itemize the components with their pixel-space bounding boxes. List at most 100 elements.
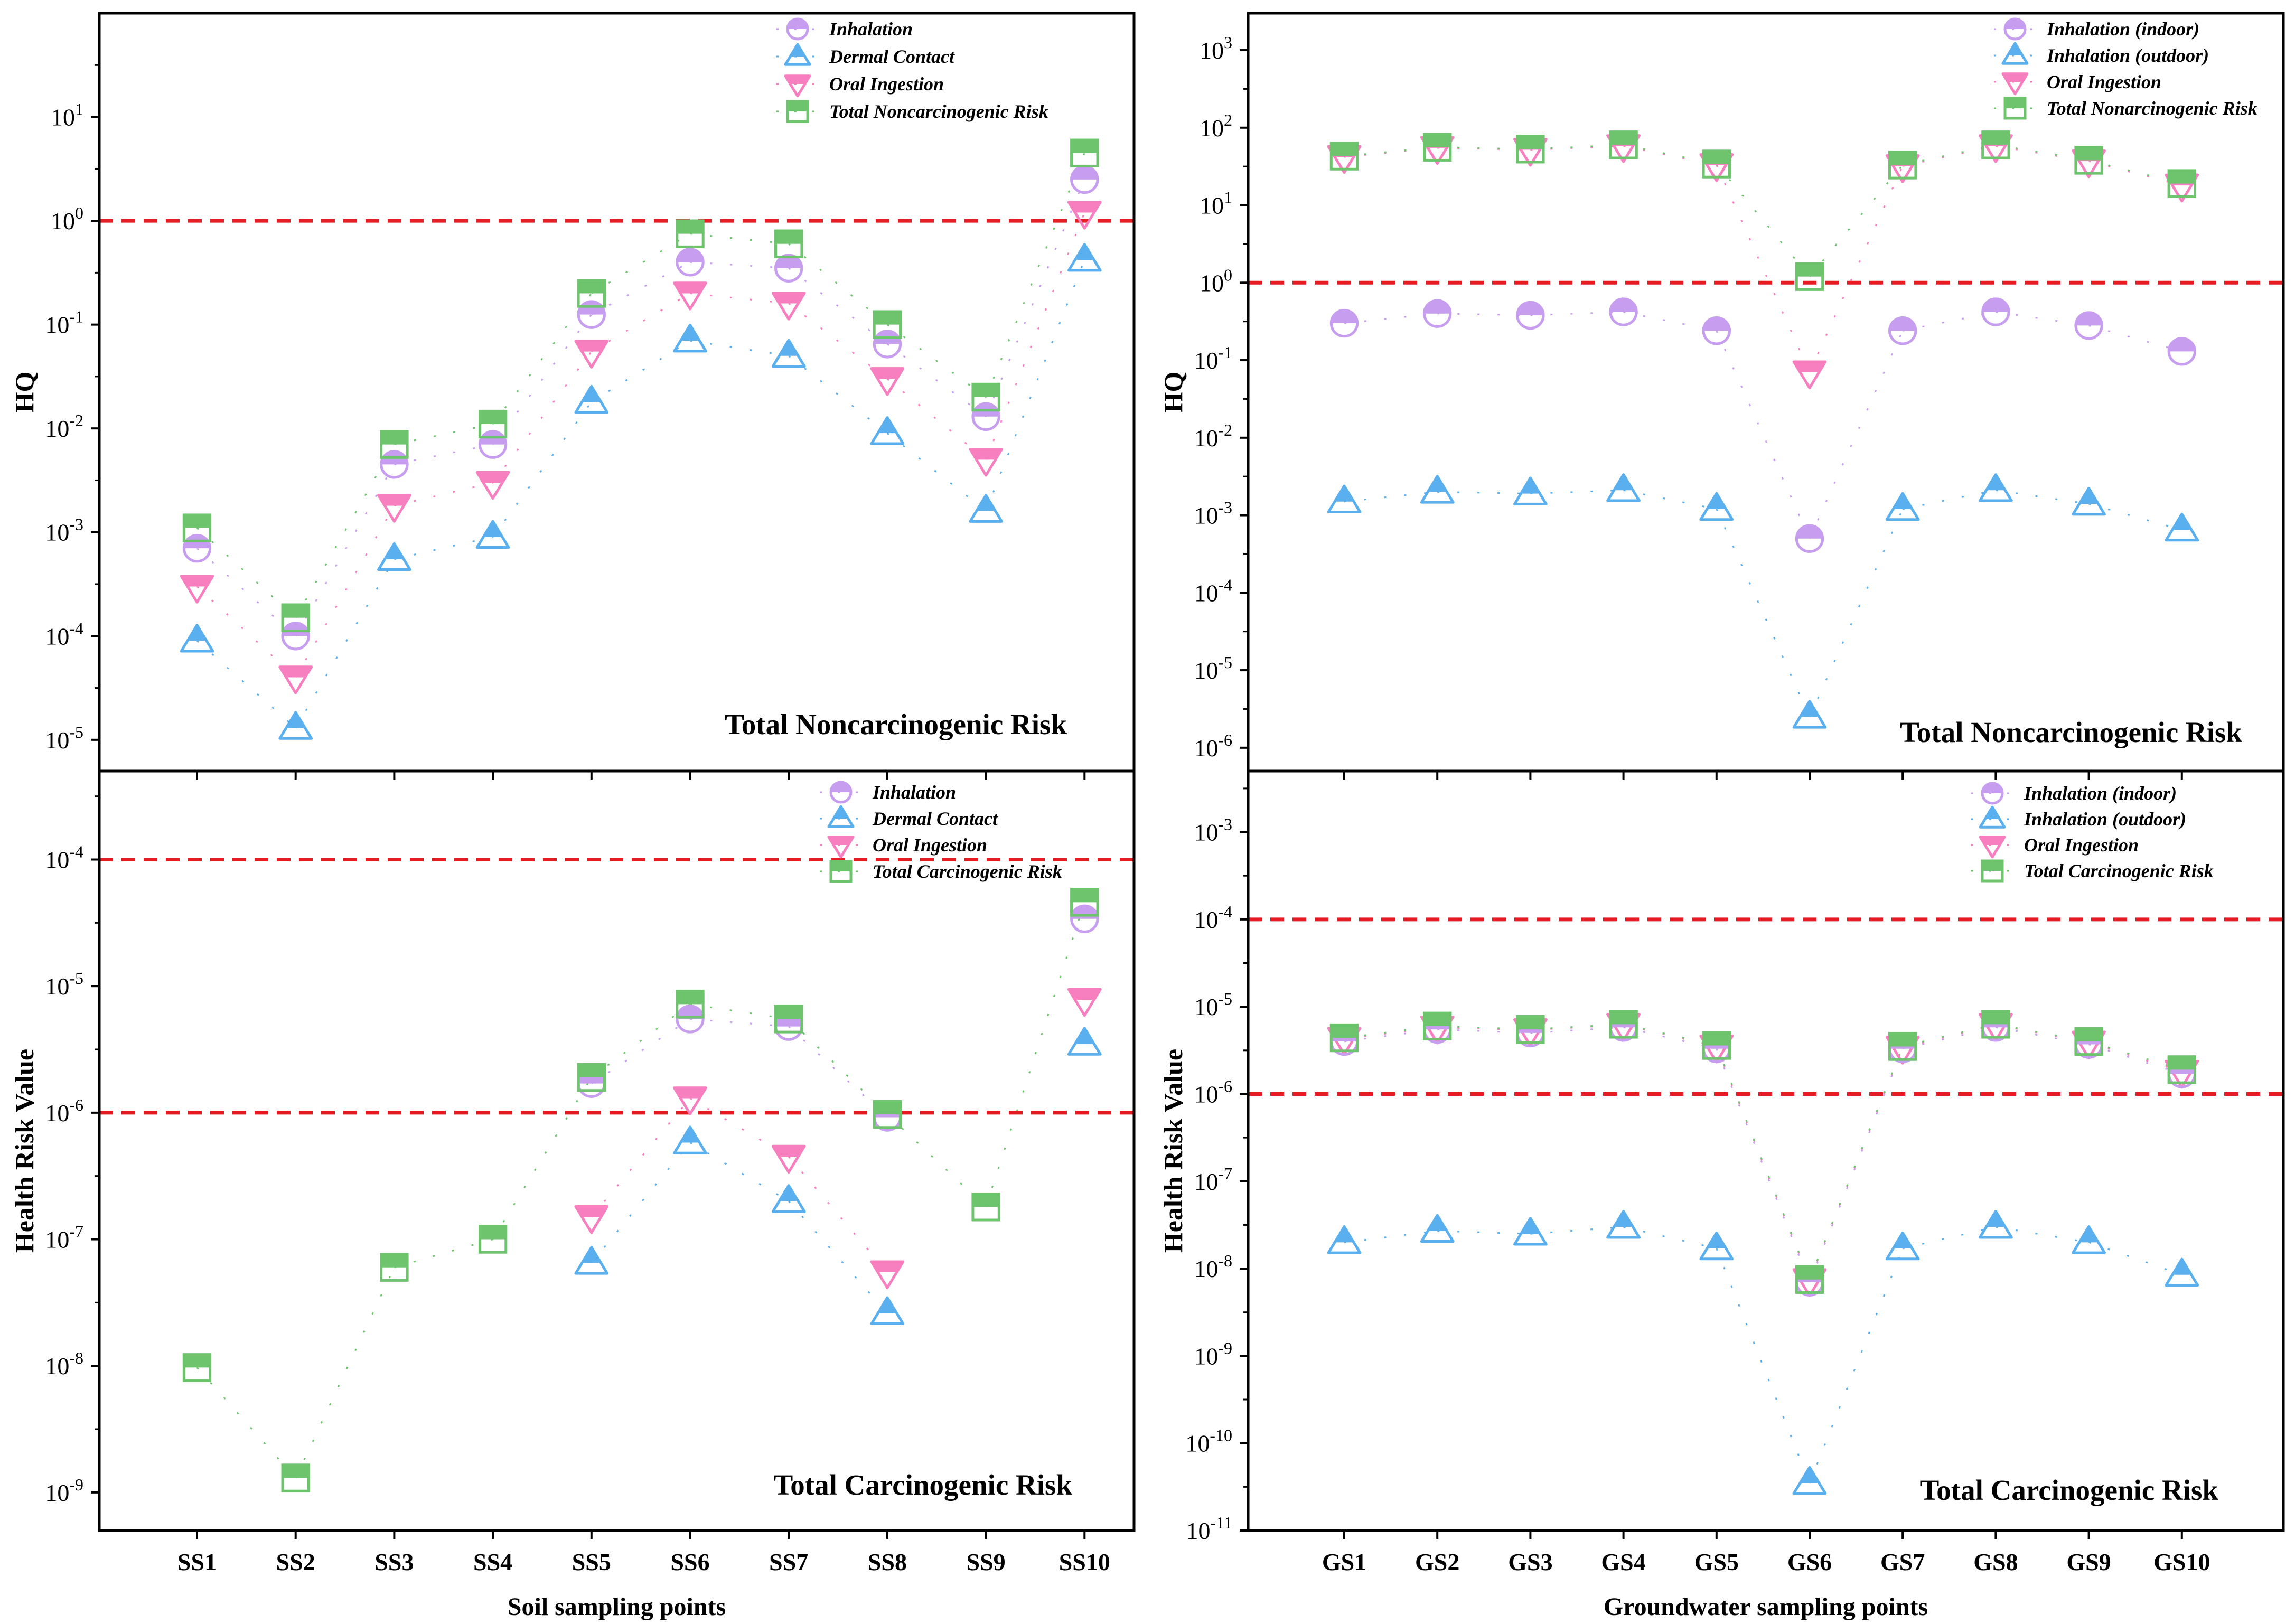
data-point-gs6 [1795, 524, 1824, 553]
data-point-ss1 [182, 533, 212, 563]
connector-line [1716, 1045, 1811, 1280]
y-tick-label: 101 [51, 100, 83, 131]
data-point-gs7 [1885, 492, 1920, 521]
data-point-ss7 [771, 339, 806, 368]
connector-line [985, 212, 1085, 460]
x-tick-label: SS2 [276, 1548, 315, 1575]
y-tick-label: 10-3 [1194, 498, 1232, 529]
data-point-gs4 [1609, 130, 1638, 159]
soil-carcinogenic-panel: 10-9 10-8 10-7 10-6 10-5 10-4 SS1 SS2 SS3 SS4 SS5 S… [10, 769, 1136, 1621]
x-tick-label: GS1 [1322, 1548, 1366, 1575]
legend: Inhalation Dermal Contact Oral Ingestion To… [776, 17, 1048, 123]
data-point-gs6 [1795, 262, 1824, 291]
y-tick-label: 10-3 [1194, 815, 1232, 846]
connector-line [1809, 1046, 1904, 1280]
y-tick-label: 10-10 [1185, 1426, 1232, 1457]
connector-line [2088, 1044, 2182, 1075]
connector-line [295, 1267, 395, 1479]
connector-line [196, 527, 296, 618]
data-point-gs7 [1888, 316, 1917, 345]
y-axis-title: HQ [10, 372, 39, 413]
connector-line [1716, 1048, 1811, 1283]
data-point-ss1 [180, 624, 214, 653]
y-axis-title: Health Risk Value [10, 1049, 39, 1253]
data-point-ss10 [1070, 138, 1099, 167]
legend-marker [1979, 805, 2006, 829]
connector-line [492, 314, 592, 445]
y-tick-label: 100 [51, 203, 83, 234]
data-point-ss9 [969, 494, 1003, 523]
connector-line [887, 343, 987, 418]
y-tick-label: 10-8 [1194, 1251, 1232, 1282]
data-point-ss5 [577, 279, 606, 308]
panel-title: Total Noncarcinogenic Risk [1900, 716, 2242, 748]
plot-frame [1247, 769, 2285, 1532]
data-point-ss3 [380, 450, 409, 479]
legend-label: Oral Ingestion [2024, 834, 2139, 856]
connector-line [788, 267, 888, 345]
x-axis-title: Soil sampling points [508, 1593, 726, 1621]
data-point-ss10 [1067, 201, 1102, 230]
y-axis-title: Health Risk Value [1158, 1049, 1188, 1253]
y-tick-label: 10-7 [45, 1222, 83, 1253]
legend-label: Oral Ingestion [2047, 71, 2161, 92]
legend-marker [829, 781, 853, 804]
data-point-ss10 [1070, 904, 1099, 934]
data-point-ss4 [478, 409, 508, 439]
groundwater-carcinogenic-panel: 10-11 10-10 10-9 10-8 10-7 10-6 10-5 10-4 10-3 GS… [1158, 769, 2285, 1621]
connector-line [196, 548, 296, 637]
legend-marker [786, 100, 809, 123]
data-point-ss8 [873, 1100, 902, 1129]
legend-label: Oral Ingestion [873, 834, 987, 856]
connector-line [1437, 491, 1531, 495]
connector-line [394, 1238, 493, 1269]
data-point-ss8 [870, 367, 905, 396]
data-point-ss6 [673, 323, 707, 353]
data-point-ss5 [577, 300, 606, 329]
y-tick-label: 101 [1200, 188, 1232, 219]
y-tick-label: 103 [1200, 33, 1232, 64]
legend-marker [1981, 859, 2004, 883]
y-tick-label: 10-9 [45, 1475, 83, 1506]
legend-label: Inhalation (outdoor) [2024, 809, 2186, 830]
connector-line [1809, 1047, 1904, 1281]
legend-label: Inhalation [829, 18, 913, 40]
legend-marker [827, 836, 855, 859]
data-point-ss6 [676, 1005, 705, 1034]
x-tick-label: GS9 [2066, 1548, 2111, 1575]
legend-label: Inhalation (indoor) [2024, 783, 2177, 804]
y-tick-label: 102 [1200, 110, 1232, 142]
data-point-ss5 [574, 384, 609, 414]
y-tick-label: 10-11 [1186, 1513, 1232, 1544]
y-tick-label: 10-5 [1194, 989, 1232, 1020]
data-point-ss6 [673, 1086, 707, 1115]
x-axis-title: Groundwater sampling points [1604, 1593, 1928, 1621]
x-tick-label: SS9 [967, 1548, 1006, 1575]
data-point-ss6 [676, 219, 705, 248]
data-point-ss3 [377, 542, 411, 571]
data-point-ss6 [676, 248, 705, 277]
x-tick-label: SS7 [769, 1548, 808, 1575]
connector-line [1437, 1230, 1531, 1235]
legend-marker [2003, 97, 2027, 120]
legend-marker [786, 17, 809, 41]
connector-line [886, 378, 987, 461]
data-point-gs1 [1329, 308, 1359, 338]
connector-line [295, 464, 395, 637]
y-tick-label: 10-8 [45, 1348, 83, 1379]
data-point-ss3 [380, 430, 409, 459]
connector-line [788, 355, 888, 434]
connector-line [1716, 163, 1811, 277]
legend-marker [1979, 836, 2006, 859]
data-point-ss8 [870, 1296, 905, 1325]
data-point-gs10 [2167, 1055, 2197, 1084]
data-point-gs1 [1327, 1225, 1362, 1254]
connector-line [887, 324, 987, 398]
connector-line [1809, 1248, 1904, 1484]
connector-line [295, 559, 395, 729]
x-tick-label: SS1 [177, 1548, 217, 1575]
data-point-ss3 [377, 494, 411, 523]
connector-line [788, 1026, 888, 1118]
data-point-gs9 [2074, 146, 2103, 175]
